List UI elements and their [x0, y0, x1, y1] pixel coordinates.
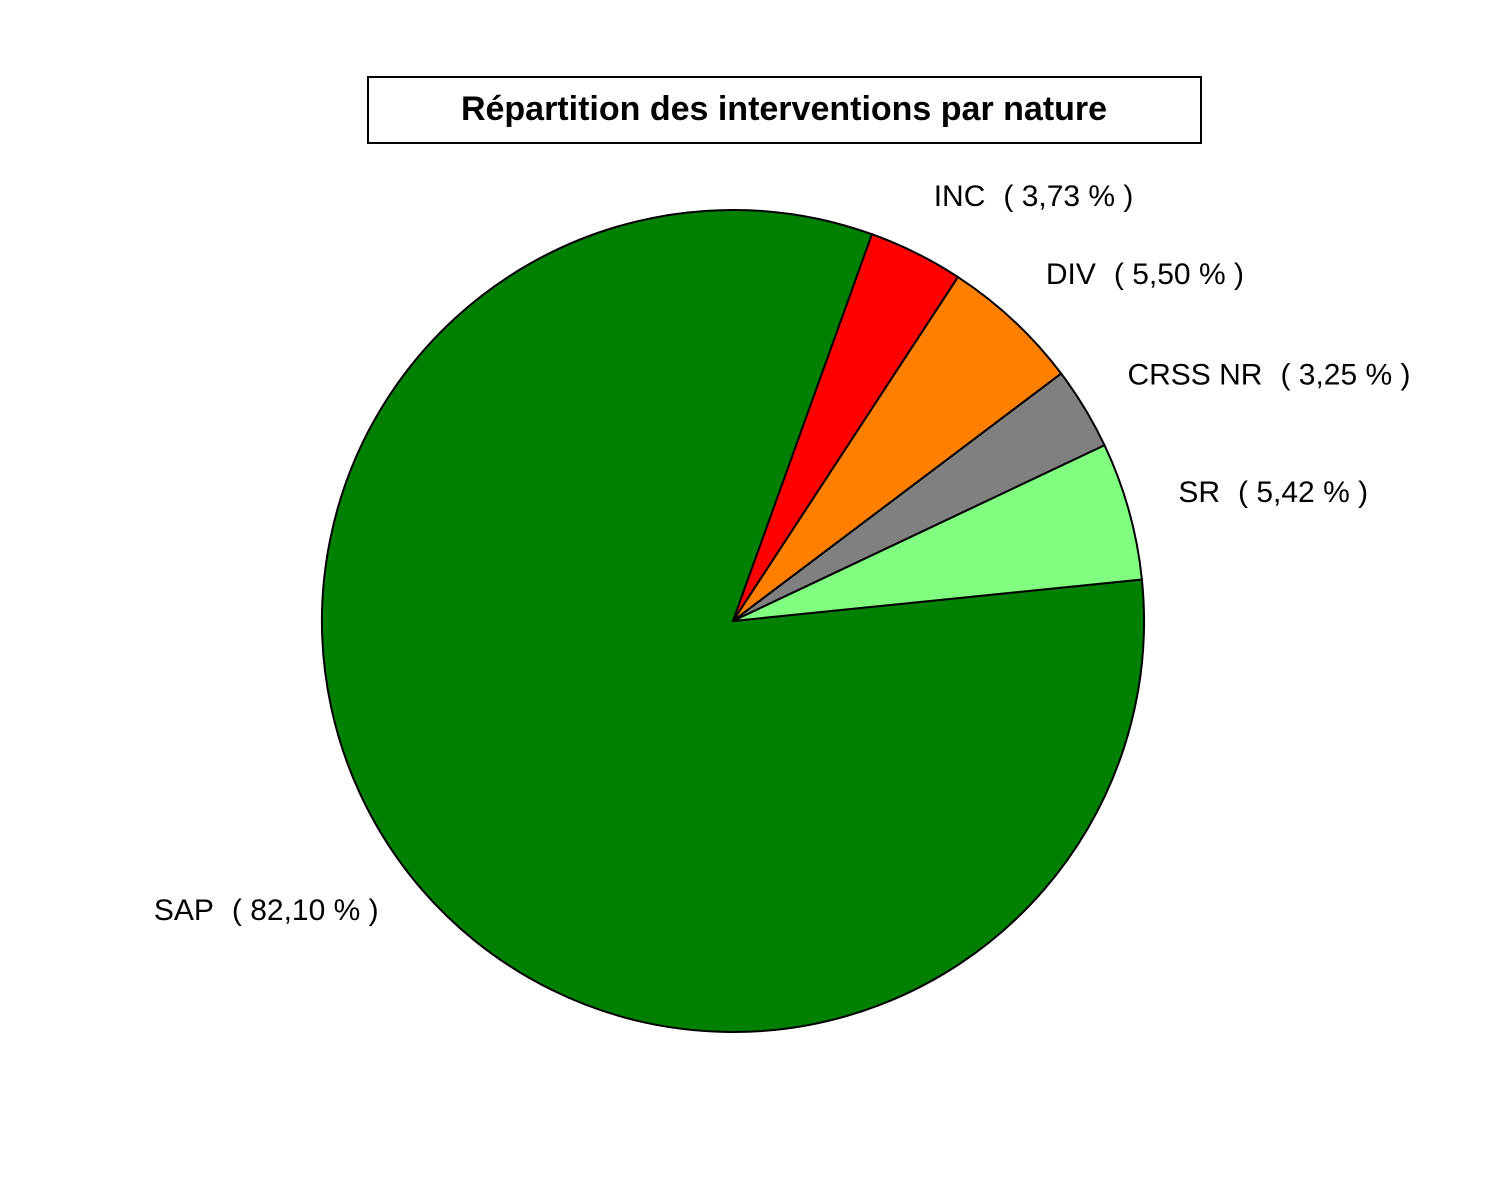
slice-category: SAP — [154, 894, 214, 927]
slice-value-label: ( 82,10 % ) — [232, 894, 379, 927]
slice-label: SAP ( 82,10 % ) — [154, 894, 379, 927]
pie-slice — [732, 443, 1143, 622]
slice-label: SR ( 5,42 % ) — [1178, 476, 1368, 509]
pie — [321, 209, 1145, 1033]
slice-value-label: ( 5,50 % ) — [1114, 258, 1244, 291]
slice-category: CRSS NR — [1127, 358, 1262, 391]
slice-category: SR — [1178, 476, 1220, 509]
slice-category: INC — [934, 180, 986, 213]
slice-value-label: ( 3,25 % ) — [1280, 358, 1410, 391]
title-box — [367, 76, 1202, 144]
pie-slice — [732, 275, 1063, 622]
labels: SAP ( 82,10 % ) INC ( 3,73 % ) DIV ( 5,50 % )… — [154, 180, 1411, 927]
slice-category: DIV — [1046, 258, 1096, 291]
slice-label: INC ( 3,73 % ) — [934, 180, 1134, 213]
slice-value-label: ( 5,42 % ) — [1238, 476, 1368, 509]
slice-label: CRSS NR ( 3,25 % ) — [1127, 358, 1410, 391]
slice-label: DIV ( 5,50 % ) — [1046, 258, 1244, 291]
slice-value-label: ( 3,73 % ) — [1003, 180, 1133, 213]
chart-title: Répartition des interventions par nature — [461, 90, 1107, 128]
